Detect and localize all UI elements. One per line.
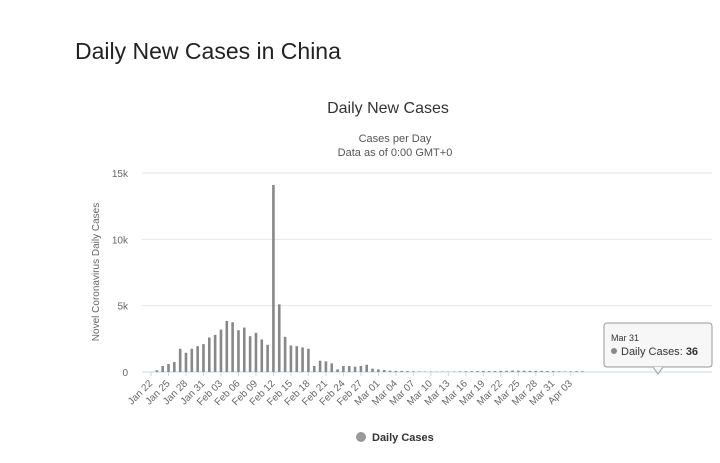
bar[interactable] [575, 371, 578, 372]
tooltip-box [603, 322, 713, 368]
y-tick-label: 5k [117, 302, 129, 313]
bar[interactable] [167, 364, 170, 372]
bar[interactable] [213, 334, 217, 372]
y-tick-label: 0 [122, 368, 128, 379]
bar[interactable] [522, 370, 526, 372]
bar[interactable] [248, 336, 252, 372]
bar[interactable] [219, 329, 223, 372]
bar[interactable] [208, 337, 211, 372]
bar[interactable] [359, 366, 363, 372]
bar[interactable] [581, 371, 584, 372]
chart-title: Daily New Cases [327, 100, 449, 117]
tooltip-value: 36 [686, 346, 698, 358]
bar[interactable] [551, 371, 555, 372]
tooltip-marker [611, 348, 617, 354]
bar[interactable] [312, 366, 316, 372]
bar[interactable] [499, 370, 503, 372]
bar[interactable] [476, 371, 479, 372]
y-axis-title: Novel Coronavirus Daily Cases [91, 203, 102, 341]
bar[interactable] [569, 371, 573, 372]
bar[interactable] [347, 366, 351, 372]
bar[interactable] [546, 371, 549, 372]
legend-marker [356, 432, 366, 442]
y-tick-label: 15k [112, 169, 129, 180]
tooltip-pointer [652, 366, 664, 375]
bar[interactable] [173, 362, 176, 372]
bar[interactable] [318, 360, 322, 372]
bar[interactable] [482, 370, 485, 372]
bar[interactable] [493, 371, 497, 372]
bar[interactable] [505, 370, 508, 372]
bar[interactable] [307, 348, 310, 372]
bar[interactable] [178, 348, 182, 372]
bar[interactable] [225, 320, 229, 372]
bar[interactable] [534, 370, 538, 372]
bar[interactable] [266, 344, 269, 372]
page-title: Daily New Cases in China [75, 38, 341, 64]
bar[interactable] [330, 363, 334, 372]
bar[interactable] [540, 370, 543, 372]
bar[interactable] [289, 345, 293, 372]
bar[interactable] [254, 332, 258, 372]
bar[interactable] [394, 370, 398, 372]
bar[interactable] [295, 346, 299, 372]
bar[interactable] [155, 370, 159, 372]
legend-label: Daily Cases [372, 432, 434, 444]
bar[interactable] [400, 370, 403, 372]
bar[interactable] [342, 366, 345, 372]
bar[interactable] [406, 371, 409, 372]
bar[interactable] [324, 361, 328, 372]
bar[interactable] [371, 368, 374, 372]
bar[interactable] [487, 371, 491, 372]
bar[interactable] [161, 366, 164, 372]
bar[interactable] [511, 370, 514, 372]
bar[interactable] [202, 344, 205, 372]
tooltip-series-name: Daily Cases [621, 346, 680, 358]
bar[interactable] [412, 371, 415, 372]
bar[interactable] [260, 339, 264, 373]
bar[interactable] [470, 371, 473, 372]
bar[interactable] [516, 370, 520, 372]
bar[interactable] [277, 304, 281, 372]
bar[interactable] [365, 364, 369, 372]
bar[interactable] [557, 371, 561, 372]
bar[interactable] [184, 352, 188, 372]
grid [142, 172, 712, 373]
bar[interactable] [377, 369, 380, 372]
bar[interactable] [528, 370, 532, 372]
chart-subtitle-line-1: Cases per Day [359, 133, 432, 145]
bar[interactable] [382, 370, 386, 372]
bar[interactable] [231, 322, 234, 372]
bar[interactable] [242, 327, 246, 372]
bar[interactable] [353, 366, 357, 372]
tooltip-separator: : [680, 346, 686, 358]
bar[interactable] [458, 371, 462, 372]
bar-series[interactable] [155, 184, 584, 373]
bar[interactable] [388, 370, 392, 372]
bar[interactable] [301, 347, 304, 372]
legend[interactable]: Daily Cases [356, 432, 434, 444]
y-tick-label: 10k [112, 235, 129, 246]
tooltip-date: Mar 31 [611, 333, 639, 343]
bar[interactable] [283, 336, 287, 372]
tooltip: Mar 31 Daily Cases: 36 [603, 322, 713, 375]
bar[interactable] [417, 371, 421, 372]
bar[interactable] [237, 330, 240, 372]
bar[interactable] [196, 346, 199, 372]
tooltip-text: Daily Cases: 36 [621, 346, 698, 358]
bar[interactable] [272, 184, 275, 372]
bar[interactable] [336, 369, 339, 372]
chart-subtitle-line-2: Data as of 0:00 GMT+0 [338, 147, 453, 159]
bar[interactable] [190, 348, 194, 372]
bar[interactable] [464, 371, 468, 372]
